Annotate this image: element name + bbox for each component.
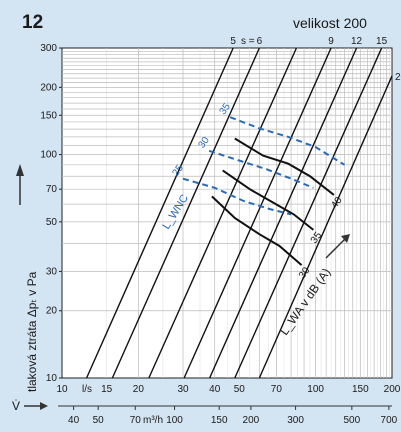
x-tick-label: 10 — [56, 384, 68, 395]
x-tick-label: 150 — [352, 384, 369, 395]
lwa-arrowhead — [341, 234, 350, 243]
x2-tick-label: 50 — [93, 415, 105, 426]
x-symbol: V̇ — [12, 399, 20, 413]
s-line — [258, 75, 393, 379]
x2-tick-label: 500 — [343, 415, 360, 426]
y-tick-label: 50 — [46, 217, 58, 228]
x-axis-arrowhead — [40, 402, 48, 410]
x-tick-label: 30 — [177, 384, 189, 395]
x-tick-label: 200 — [384, 384, 401, 395]
x2-tick-label: 200 — [243, 415, 260, 426]
x2-tick-label: 300 — [287, 415, 304, 426]
y-tick-label: 30 — [46, 266, 58, 277]
y-tick-label: 300 — [40, 43, 57, 54]
x-tick-label: 100 — [307, 384, 324, 395]
y-axis-arrowhead — [16, 164, 24, 176]
y-tick-label: 20 — [46, 306, 58, 317]
s-line-label: 12 — [351, 36, 363, 47]
lwa-curves — [211, 137, 335, 266]
y-tick-label: 70 — [46, 184, 58, 195]
y-tick-labels: 10 20 30 50 70 100 150 200 300 — [40, 43, 62, 384]
x2-tick-label: 700 — [381, 415, 398, 426]
x-tick-label: 15 — [101, 384, 113, 395]
lwnc-curves — [182, 116, 346, 216]
s-line-label: 15 — [376, 36, 388, 47]
s-line — [85, 47, 234, 379]
s-line-label: 5 — [230, 36, 236, 47]
s-line-label: 9 — [328, 36, 334, 47]
lwa-curve — [234, 137, 335, 196]
x-tick-label: 40 — [209, 384, 221, 395]
s-prefix: s = — [241, 36, 255, 47]
chart-number: 12 — [22, 12, 43, 33]
x2-tick-labels: 40 50 70 100 150 200 300 500 700 — [68, 406, 398, 426]
s-labels: 5 6 9 12 15 20 — [230, 36, 401, 83]
x2-tick-label: 70 — [130, 415, 142, 426]
lwnc-curve — [208, 149, 314, 189]
y-tick-label: 150 — [40, 110, 57, 121]
y-tick-label: 200 — [40, 82, 57, 93]
s-line-label: 6 — [257, 36, 263, 47]
s-line — [208, 47, 358, 379]
x2-tick-label: 100 — [166, 415, 183, 426]
x-tick-label: 20 — [133, 384, 145, 395]
size-label: velikost 200 — [293, 15, 367, 31]
s-lines — [85, 47, 393, 379]
lwa-arrow — [325, 237, 347, 259]
x-tick-label: 50 — [234, 384, 246, 395]
s-line — [234, 47, 383, 379]
s-line-label: 20 — [395, 72, 401, 83]
x2-tick-label: 40 — [68, 415, 80, 426]
y-tick-label: 10 — [46, 373, 58, 384]
s-line — [183, 47, 332, 379]
x-unit: l/s — [82, 384, 92, 395]
y-axis-label: tlaková ztráta Δpₜ v Pa — [25, 271, 39, 392]
grid — [62, 48, 392, 378]
x2-tick-label: 150 — [211, 415, 228, 426]
x-tick-labels: 10 15 20 30 40 50 70 100 150 200 — [56, 384, 400, 395]
x-tick-label: 70 — [271, 384, 283, 395]
lwa-curve — [222, 169, 315, 231]
y-tick-label: 100 — [40, 150, 57, 161]
x2-unit: m³/h — [143, 415, 163, 426]
lwnc-curve — [229, 116, 346, 166]
s-line — [148, 47, 298, 379]
lwnc-curve — [182, 177, 292, 216]
s-line — [111, 47, 261, 379]
lwa-curve — [211, 195, 303, 266]
